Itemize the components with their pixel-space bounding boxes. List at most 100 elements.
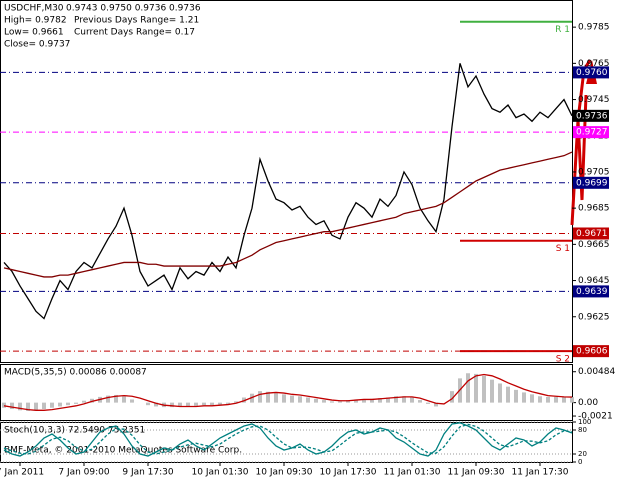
series-line bbox=[3, 151, 573, 278]
histogram-bar bbox=[426, 402, 430, 404]
price-box bbox=[573, 285, 609, 298]
histogram-bar bbox=[178, 402, 182, 407]
histogram-bar bbox=[498, 383, 502, 403]
series-line bbox=[3, 422, 573, 457]
x-tick-label: 11 Jan 01:30 bbox=[384, 468, 441, 478]
histogram-bar bbox=[530, 394, 534, 403]
histogram-bar bbox=[466, 373, 470, 403]
histogram-bar bbox=[410, 397, 414, 403]
histogram-bar bbox=[546, 396, 550, 403]
y-tick-label: 0.9765 bbox=[578, 59, 610, 69]
y-tick-label: 20 bbox=[578, 450, 587, 458]
y-tick-label: -0.0021 bbox=[578, 412, 613, 422]
price-label: 0.9639 bbox=[576, 287, 608, 297]
histogram-bar bbox=[562, 396, 566, 403]
histogram-bar bbox=[290, 395, 294, 403]
info: Previous Days Range= 1.21 bbox=[74, 16, 199, 26]
histogram-bar bbox=[266, 391, 270, 403]
y-tick-label: 100 bbox=[578, 418, 591, 426]
price-box bbox=[573, 345, 609, 358]
main-panel bbox=[0, 0, 573, 363]
price-label: 0.9736 bbox=[576, 111, 608, 121]
price-box bbox=[573, 176, 609, 189]
histogram-bar bbox=[490, 379, 494, 403]
histogram-bar bbox=[106, 395, 110, 403]
histogram-bar bbox=[170, 402, 174, 408]
y-tick-label: 0.9625 bbox=[578, 312, 610, 322]
y-tick-label: 0.9785 bbox=[578, 23, 610, 33]
pivot-label: S 2 bbox=[556, 355, 570, 365]
histogram-bar bbox=[306, 397, 310, 403]
x-tick-label: 11 Jan 09:30 bbox=[448, 468, 505, 478]
histogram-bar bbox=[314, 398, 318, 403]
histogram-bar bbox=[210, 402, 214, 406]
y-tick-label: 0.9745 bbox=[578, 95, 610, 105]
y-tick-label: 0.00 bbox=[578, 398, 598, 408]
price-box bbox=[573, 126, 609, 139]
histogram-bar bbox=[370, 398, 374, 403]
histogram-bar bbox=[42, 402, 46, 410]
histogram-bar bbox=[338, 401, 342, 403]
y-tick-label: 0 bbox=[578, 458, 582, 466]
histogram-bar bbox=[10, 402, 14, 410]
histogram-bar bbox=[450, 391, 454, 403]
histogram-bar bbox=[506, 386, 510, 403]
histogram-bar bbox=[522, 392, 526, 403]
histogram-bar bbox=[82, 400, 86, 403]
y-tick-label: 0.9685 bbox=[578, 204, 610, 214]
histogram-bar bbox=[186, 402, 190, 407]
histogram-bar bbox=[122, 396, 126, 403]
x-tick-label: 7 Jan 2011 bbox=[0, 468, 44, 478]
histogram-bar bbox=[330, 401, 334, 403]
histogram-bar bbox=[26, 402, 30, 411]
y-tick-label: 0.00484 bbox=[578, 367, 615, 377]
histogram-bar bbox=[154, 402, 158, 407]
histogram-bar bbox=[234, 401, 238, 403]
histogram-bar bbox=[202, 402, 206, 406]
histogram-bar bbox=[402, 396, 406, 403]
info: Current Days Range= 0.17 bbox=[74, 28, 195, 38]
histogram-bar bbox=[194, 402, 198, 406]
ohlc: 0.9743 0.9750 0.9736 0.9736 bbox=[66, 4, 201, 14]
pivot-label: R 1 bbox=[555, 25, 570, 35]
series-line bbox=[3, 63, 573, 320]
histogram-bar bbox=[146, 402, 150, 406]
series-line bbox=[3, 423, 573, 455]
histogram-bar bbox=[354, 399, 358, 403]
histogram-bar bbox=[474, 373, 478, 403]
price-box bbox=[573, 109, 609, 122]
histogram-bar bbox=[434, 402, 438, 407]
series-line bbox=[3, 373, 573, 411]
histogram-bar bbox=[282, 394, 286, 403]
histogram-bar bbox=[394, 396, 398, 403]
histogram-bar bbox=[386, 397, 390, 403]
histogram-bar bbox=[226, 402, 230, 404]
panel-title: MACD(5,35,5) 0.00086 0.00087 bbox=[4, 368, 147, 378]
histogram-bar bbox=[554, 396, 558, 403]
histogram-bar bbox=[218, 402, 222, 405]
info: Close= 0.9737 bbox=[4, 40, 70, 50]
price-label: 0.9727 bbox=[576, 128, 608, 138]
x-tick-label: 7 Jan 09:00 bbox=[58, 468, 110, 478]
price-label: 0.9699 bbox=[576, 178, 608, 188]
histogram-bar bbox=[58, 402, 62, 407]
x-tick-label: 10 Jan 01:30 bbox=[192, 468, 249, 478]
histogram-bar bbox=[538, 396, 542, 403]
pivot-label: S 1 bbox=[556, 244, 570, 254]
histogram-bar bbox=[274, 393, 278, 403]
histogram-bar bbox=[514, 389, 518, 403]
histogram-bar bbox=[378, 398, 382, 403]
y-tick-label: 0.9705 bbox=[578, 167, 610, 177]
panel-title: Stoch(10,3,3) 72.5490 75.2351 bbox=[4, 426, 145, 436]
x-tick-label: 10 Jan 09:30 bbox=[256, 468, 313, 478]
price-box bbox=[573, 227, 609, 240]
histogram-bar bbox=[74, 402, 78, 404]
histogram-bar bbox=[50, 402, 54, 408]
macd-panel bbox=[0, 364, 573, 421]
y-tick-label: 0.9645 bbox=[578, 276, 610, 286]
histogram-bar bbox=[18, 402, 22, 411]
price-label: 0.9760 bbox=[576, 68, 608, 78]
panel-title: USDCHF,M30 bbox=[4, 4, 64, 14]
copyright: BMF-Meta, © 2001-2010 MetaQuotes Softwar… bbox=[4, 446, 242, 456]
